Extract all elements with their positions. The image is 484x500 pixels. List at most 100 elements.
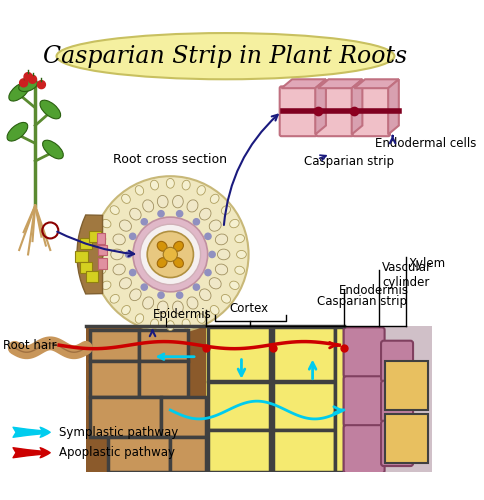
- Ellipse shape: [166, 320, 174, 330]
- Ellipse shape: [230, 220, 239, 228]
- Ellipse shape: [173, 301, 183, 314]
- Bar: [170, 436, 206, 472]
- Bar: [139, 330, 188, 361]
- Ellipse shape: [110, 206, 119, 214]
- Bar: [80, 238, 92, 249]
- Circle shape: [133, 217, 208, 292]
- Ellipse shape: [182, 319, 190, 328]
- FancyBboxPatch shape: [86, 326, 250, 472]
- Circle shape: [193, 284, 199, 290]
- FancyBboxPatch shape: [280, 86, 317, 136]
- FancyBboxPatch shape: [381, 340, 413, 382]
- Circle shape: [29, 76, 36, 84]
- FancyBboxPatch shape: [381, 420, 413, 466]
- Circle shape: [141, 218, 148, 225]
- Bar: [89, 232, 101, 242]
- Bar: [208, 382, 270, 430]
- Ellipse shape: [120, 278, 132, 289]
- Circle shape: [158, 292, 164, 298]
- Polygon shape: [352, 80, 363, 134]
- Bar: [206, 326, 344, 472]
- Bar: [80, 262, 92, 273]
- FancyBboxPatch shape: [316, 86, 353, 136]
- Bar: [344, 326, 433, 472]
- Text: Endodermis: Endodermis: [339, 284, 409, 296]
- Ellipse shape: [237, 250, 246, 258]
- Ellipse shape: [197, 186, 205, 195]
- Circle shape: [163, 248, 178, 262]
- Bar: [98, 244, 107, 256]
- Polygon shape: [388, 80, 399, 134]
- Text: Xylem: Xylem: [408, 257, 446, 270]
- Ellipse shape: [130, 208, 141, 220]
- Circle shape: [177, 292, 183, 298]
- FancyBboxPatch shape: [344, 425, 385, 473]
- Circle shape: [130, 270, 136, 276]
- Ellipse shape: [135, 314, 144, 324]
- Bar: [385, 414, 428, 464]
- Polygon shape: [354, 80, 399, 88]
- Ellipse shape: [230, 281, 239, 289]
- Ellipse shape: [120, 220, 132, 231]
- Bar: [91, 361, 139, 396]
- Ellipse shape: [182, 180, 190, 190]
- Ellipse shape: [215, 234, 227, 245]
- Bar: [139, 361, 188, 396]
- Ellipse shape: [157, 258, 167, 268]
- Ellipse shape: [110, 294, 119, 303]
- Text: Apoplastic pathway: Apoplastic pathway: [59, 446, 175, 459]
- FancyBboxPatch shape: [344, 328, 385, 377]
- Ellipse shape: [135, 186, 144, 195]
- Text: Root hair: Root hair: [3, 338, 57, 351]
- Bar: [162, 396, 206, 436]
- Ellipse shape: [96, 234, 106, 242]
- Circle shape: [141, 284, 148, 290]
- Ellipse shape: [187, 297, 198, 309]
- Ellipse shape: [40, 100, 60, 119]
- Ellipse shape: [121, 194, 130, 203]
- Circle shape: [125, 252, 132, 258]
- Bar: [272, 382, 335, 430]
- Ellipse shape: [19, 80, 37, 92]
- Bar: [75, 251, 88, 262]
- Ellipse shape: [111, 249, 123, 260]
- Circle shape: [92, 176, 249, 332]
- Bar: [98, 258, 107, 268]
- Circle shape: [37, 80, 45, 88]
- Ellipse shape: [94, 250, 104, 258]
- Circle shape: [130, 233, 136, 239]
- Text: Casparian Strip in Plant Roots: Casparian Strip in Plant Roots: [44, 44, 408, 68]
- Ellipse shape: [174, 242, 183, 251]
- Circle shape: [24, 72, 32, 80]
- FancyBboxPatch shape: [344, 376, 385, 426]
- Ellipse shape: [9, 82, 30, 101]
- Bar: [91, 396, 162, 436]
- Ellipse shape: [96, 266, 106, 274]
- Bar: [208, 430, 270, 472]
- Ellipse shape: [221, 294, 230, 303]
- Ellipse shape: [217, 249, 230, 260]
- Text: Vascular
cylinder: Vascular cylinder: [382, 261, 432, 289]
- Circle shape: [158, 210, 164, 217]
- Ellipse shape: [187, 200, 198, 212]
- Circle shape: [147, 232, 194, 278]
- Ellipse shape: [151, 180, 159, 190]
- Ellipse shape: [102, 281, 111, 289]
- Bar: [86, 272, 98, 282]
- Ellipse shape: [57, 33, 394, 80]
- Bar: [91, 330, 139, 361]
- Circle shape: [177, 210, 183, 217]
- Bar: [335, 328, 344, 472]
- Bar: [96, 233, 106, 244]
- Ellipse shape: [199, 289, 211, 300]
- Ellipse shape: [235, 266, 244, 274]
- Ellipse shape: [130, 289, 141, 300]
- Text: Cortex: Cortex: [229, 302, 268, 315]
- Text: Casparian strip: Casparian strip: [303, 154, 393, 168]
- Text: Root cross section: Root cross section: [113, 153, 227, 166]
- Bar: [272, 430, 335, 472]
- FancyBboxPatch shape: [352, 86, 390, 136]
- Polygon shape: [318, 80, 363, 88]
- Text: Casparian strip: Casparian strip: [317, 295, 407, 308]
- Bar: [385, 361, 428, 410]
